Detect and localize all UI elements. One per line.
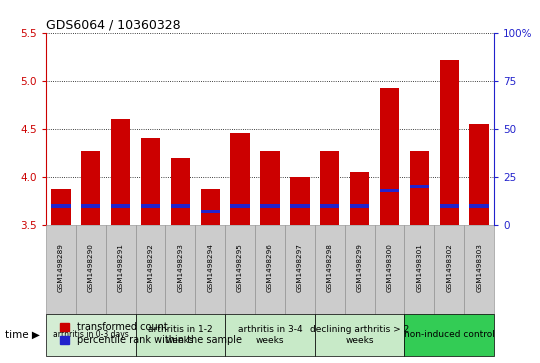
Bar — [200, 210, 220, 213]
Bar — [410, 151, 429, 225]
Text: GSM1498297: GSM1498297 — [297, 243, 303, 292]
Bar — [111, 204, 130, 208]
Bar — [141, 138, 160, 225]
Bar — [260, 151, 280, 225]
Bar — [464, 225, 494, 314]
Text: GSM1498295: GSM1498295 — [237, 243, 243, 292]
Bar — [410, 185, 429, 188]
Bar — [225, 314, 315, 356]
Text: non-induced control: non-induced control — [404, 330, 495, 339]
Text: arthritis in 3-4
weeks: arthritis in 3-4 weeks — [238, 325, 302, 344]
Bar — [404, 225, 434, 314]
Bar — [136, 225, 165, 314]
Text: GSM1498301: GSM1498301 — [416, 243, 422, 292]
Bar — [315, 314, 404, 356]
Bar — [375, 225, 404, 314]
Bar — [290, 177, 309, 225]
Bar — [200, 188, 220, 225]
Bar — [440, 204, 459, 208]
Bar — [231, 204, 250, 208]
Bar — [350, 204, 369, 208]
Text: GSM1498290: GSM1498290 — [87, 243, 94, 292]
Text: arthritis in 0-3 days: arthritis in 0-3 days — [53, 330, 129, 339]
Bar — [171, 204, 190, 208]
Bar — [136, 314, 225, 356]
Text: GDS6064 / 10360328: GDS6064 / 10360328 — [46, 19, 180, 32]
Text: GSM1498289: GSM1498289 — [58, 243, 64, 292]
Bar — [51, 204, 71, 208]
Bar — [380, 89, 399, 225]
Bar — [320, 204, 340, 208]
Legend: transformed count, percentile rank within the sample: transformed count, percentile rank withi… — [60, 322, 242, 345]
Bar — [111, 119, 130, 225]
Bar — [51, 188, 71, 225]
Text: GSM1498292: GSM1498292 — [147, 243, 153, 292]
Bar — [350, 172, 369, 225]
Bar — [81, 151, 100, 225]
Bar — [320, 151, 340, 225]
Bar — [469, 124, 489, 225]
Text: GSM1498291: GSM1498291 — [118, 243, 124, 292]
Text: declining arthritis > 2
weeks: declining arthritis > 2 weeks — [310, 325, 409, 344]
Bar — [285, 225, 315, 314]
Bar — [315, 225, 345, 314]
Bar — [195, 225, 225, 314]
Text: GSM1498303: GSM1498303 — [476, 243, 482, 292]
Text: GSM1498299: GSM1498299 — [356, 243, 363, 292]
Bar — [106, 225, 136, 314]
Bar — [231, 133, 250, 225]
Bar — [380, 189, 399, 192]
Text: GSM1498298: GSM1498298 — [327, 243, 333, 292]
Bar — [225, 225, 255, 314]
Bar — [46, 225, 76, 314]
Text: GSM1498296: GSM1498296 — [267, 243, 273, 292]
Text: time ▶: time ▶ — [5, 330, 40, 340]
Bar — [46, 314, 136, 356]
Bar — [290, 204, 309, 208]
Bar — [141, 204, 160, 208]
Text: GSM1498302: GSM1498302 — [446, 243, 453, 292]
Text: arthritis in 1-2
weeks: arthritis in 1-2 weeks — [148, 325, 213, 344]
Text: GSM1498293: GSM1498293 — [177, 243, 184, 292]
Bar — [81, 204, 100, 208]
Bar — [171, 158, 190, 225]
Bar — [76, 225, 106, 314]
Bar — [255, 225, 285, 314]
Text: GSM1498300: GSM1498300 — [387, 243, 393, 292]
Bar — [404, 314, 494, 356]
Bar — [165, 225, 195, 314]
Bar — [434, 225, 464, 314]
Bar — [345, 225, 375, 314]
Bar — [469, 204, 489, 208]
Bar — [260, 204, 280, 208]
Bar — [440, 60, 459, 225]
Text: GSM1498294: GSM1498294 — [207, 243, 213, 292]
